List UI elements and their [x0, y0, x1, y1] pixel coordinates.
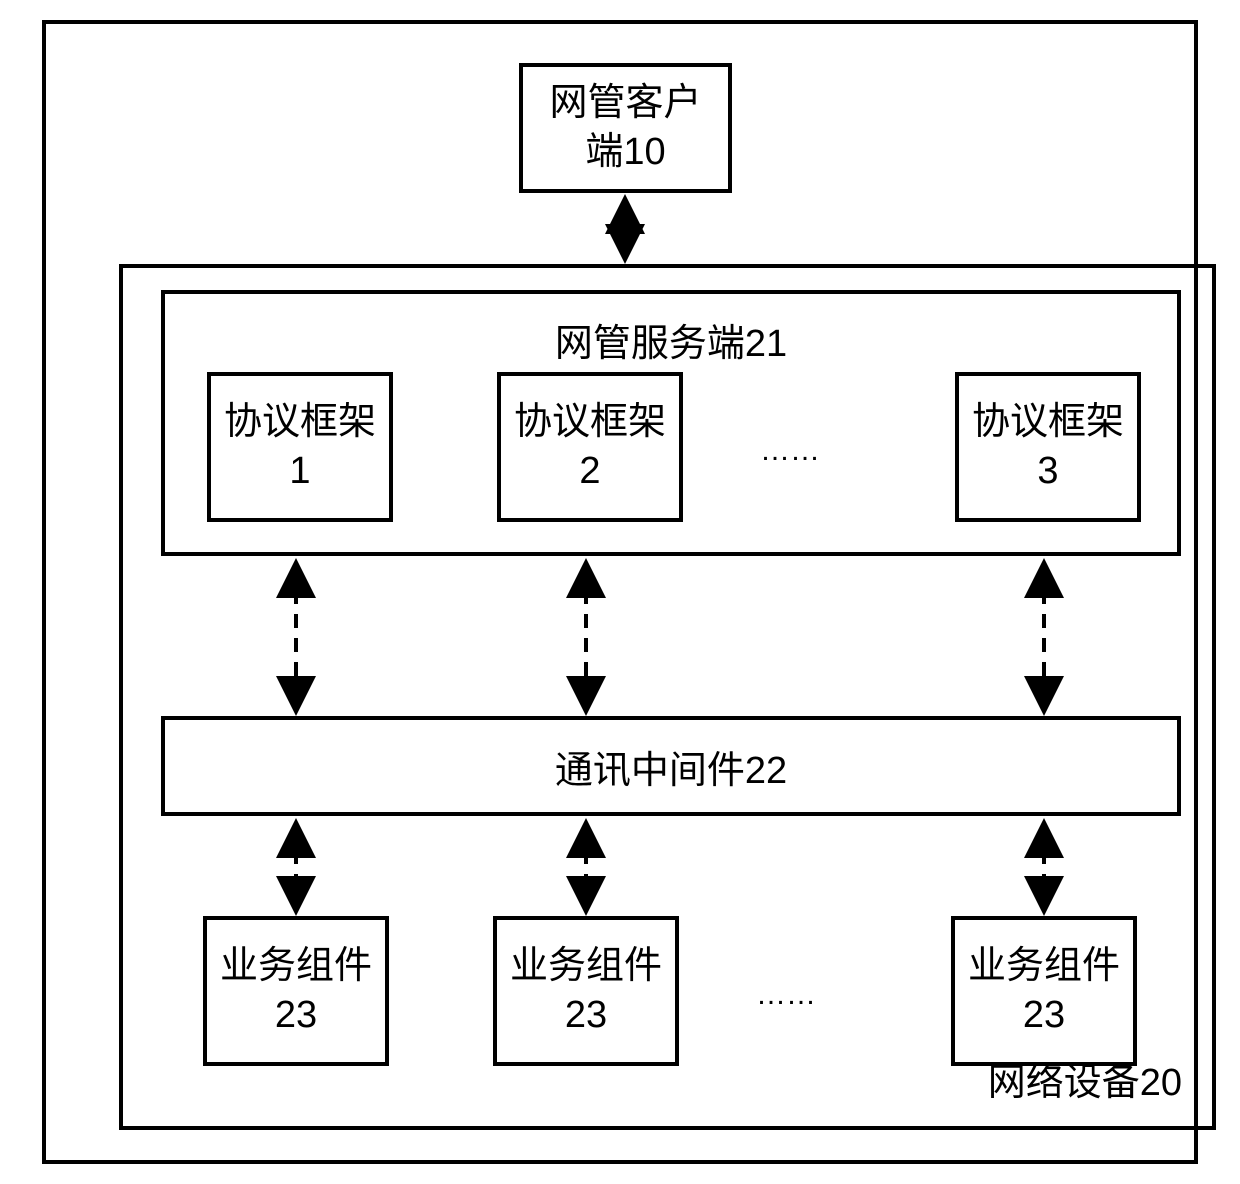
business-label-1-line2: 23 [275, 991, 317, 1040]
protocol-label-2-line2: 2 [579, 447, 600, 496]
business-label-2-line2: 23 [565, 991, 607, 1040]
protocol-ellipsis: …… [760, 434, 820, 468]
device-label: 网络设备20 [988, 1051, 1182, 1106]
protocol-label-3-line2: 3 [1037, 447, 1058, 496]
device-box: 网管服务端21 协议框架 1 协议框架 2 …… 协议框架 3 [119, 264, 1216, 1130]
protocol-label-2-line1: 协议框架 [514, 398, 666, 447]
business-label-3-line2: 23 [1023, 991, 1065, 1040]
protocol-label-3-line1: 协议框架 [972, 398, 1124, 447]
middleware-label: 通讯中间件22 [555, 739, 787, 794]
business-label-3-line1: 业务组件 [968, 942, 1120, 991]
middleware-box: 通讯中间件22 [161, 716, 1181, 816]
business-label-1-line1: 业务组件 [220, 942, 372, 991]
business-label-2-line1: 业务组件 [510, 942, 662, 991]
protocol-label-1-line2: 1 [289, 447, 310, 496]
business-box-2: 业务组件 23 [493, 916, 679, 1066]
client-label-line2: 端10 [585, 128, 665, 177]
outer-frame: 网管客户 端10 网管服务端21 协议框架 1 协议框架 2 …… [42, 20, 1198, 1164]
business-box-3: 业务组件 23 [951, 916, 1137, 1066]
server-box: 网管服务端21 协议框架 1 协议框架 2 …… 协议框架 3 [161, 290, 1181, 556]
protocol-box-2: 协议框架 2 [497, 372, 683, 522]
client-box: 网管客户 端10 [519, 63, 732, 193]
server-title: 网管服务端21 [555, 312, 787, 367]
protocol-label-1-line1: 协议框架 [224, 398, 376, 447]
business-box-1: 业务组件 23 [203, 916, 389, 1066]
business-ellipsis: …… [756, 978, 816, 1012]
protocol-box-1: 协议框架 1 [207, 372, 393, 522]
client-label-line1: 网管客户 [549, 79, 701, 128]
protocol-box-3: 协议框架 3 [955, 372, 1141, 522]
